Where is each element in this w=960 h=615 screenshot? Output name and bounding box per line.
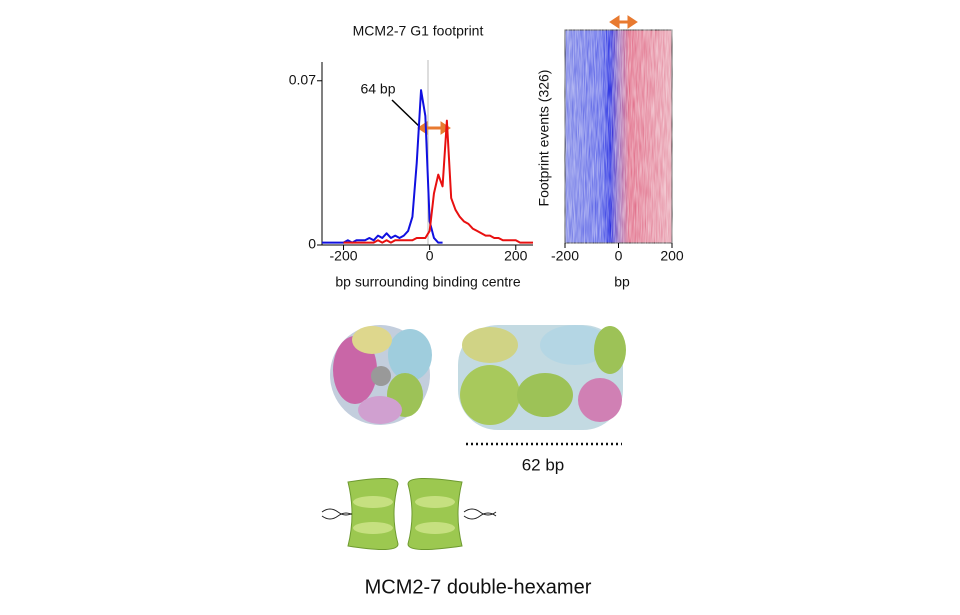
x-tick-label: 200 [504,248,528,264]
x-tick-label: 0 [426,248,434,264]
series-line [343,119,533,244]
annotation: 64 bp [360,81,395,97]
heatmap-texture [565,30,672,243]
y-axis-label: Footprint events (326) [536,70,552,207]
y-tick-label: 0.07 [289,71,316,87]
x-tick-label: 200 [660,248,684,264]
x-tick-label: -200 [551,248,579,264]
x-axis-label: bp surrounding binding centre [335,274,520,290]
annotation-pointer [391,99,422,129]
caption: MCM2-7 double-hexamer [365,576,592,598]
x-tick-label: -200 [330,248,358,264]
chart-title: MCM2-7 G1 footprint [353,23,484,39]
series-line [322,89,443,244]
x-axis-label: bp [614,274,630,290]
x-tick-label: 0 [615,248,623,264]
structure-top-view [330,325,432,425]
length-label: 62 bp [522,455,565,474]
double-hexamer-cartoon [321,478,497,550]
y-tick-label: 0 [308,236,316,252]
structure-side-view [458,325,626,430]
span-arrow [609,15,638,29]
